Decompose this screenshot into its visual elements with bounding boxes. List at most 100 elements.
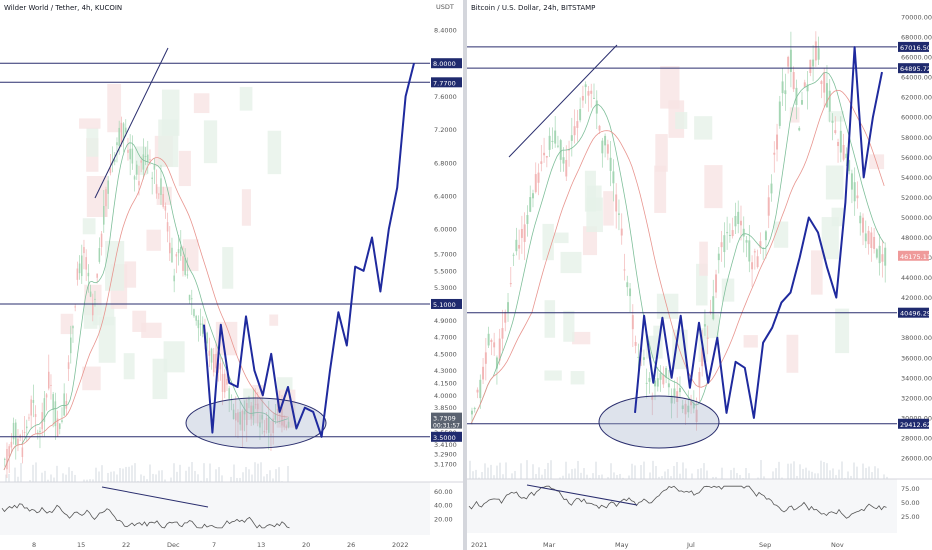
rsi-tick-label: 25.00	[901, 513, 920, 521]
x-axis-tick-label: May	[615, 541, 629, 549]
panel-divider[interactable]	[463, 0, 467, 550]
candle-body	[634, 341, 637, 346]
rsi-trend-line	[526, 484, 638, 506]
candle-body	[219, 363, 222, 370]
volume-bar	[50, 474, 52, 488]
candle-body	[709, 311, 712, 313]
candle-body	[45, 394, 48, 398]
candle-body	[171, 247, 173, 263]
candle-body	[147, 154, 149, 162]
candle-body	[565, 159, 568, 177]
left-chart-svg[interactable]: USDT 8.4000 7.6000 7.2000 6.8000 6.4000 6.0000…	[0, 0, 463, 550]
cloud-block	[79, 118, 101, 129]
candle-body	[94, 298, 96, 300]
candle-body	[43, 398, 46, 422]
candle-body	[825, 83, 828, 108]
candle-body	[67, 362, 70, 369]
y-axis-tick-label: 36000.00	[901, 354, 932, 362]
volume-bar	[790, 463, 792, 486]
candle-body	[186, 274, 189, 276]
candle-body	[717, 253, 720, 261]
price-label-box	[898, 307, 929, 318]
candle-body	[728, 234, 731, 236]
right-chart-panel[interactable]: 70000.00 68000.00 66000.00 64000.00 62000.00…	[467, 0, 932, 550]
x-axis-tick-label: Sep	[759, 541, 771, 549]
right-chart-svg[interactable]: 70000.00 68000.00 66000.00 64000.00 62000.00…	[467, 0, 932, 550]
y-axis-tick-label: 4.9000	[434, 317, 457, 325]
candle-body	[712, 296, 715, 320]
y-axis-tick-label: 64000.00	[901, 74, 932, 82]
volume-bar	[128, 466, 130, 488]
candle-body	[160, 178, 162, 195]
volume-bar	[74, 474, 76, 488]
candle-body	[579, 109, 582, 121]
candle-body	[504, 311, 507, 323]
candle-body	[590, 90, 593, 94]
candle-body	[842, 145, 845, 160]
candle-body	[734, 215, 737, 227]
candle-body	[89, 291, 92, 297]
candle-body	[166, 222, 169, 232]
price-label: 5.1000	[433, 301, 456, 309]
candle-body	[850, 173, 853, 190]
candle-body	[72, 325, 74, 329]
cloud-block	[105, 240, 125, 291]
candle-body	[195, 315, 197, 321]
candle-body	[501, 328, 504, 339]
candle-body	[828, 90, 831, 112]
candle-body	[158, 193, 160, 195]
candle-body	[615, 194, 618, 212]
candle-body	[136, 164, 138, 175]
candle-body	[78, 263, 81, 274]
volume-bar	[275, 469, 277, 488]
y-axis-tick-label: 66000.00	[901, 54, 932, 62]
candle-body	[193, 309, 195, 317]
volume-bar	[802, 468, 804, 486]
y-axis-tick-label: 4.0000	[434, 392, 457, 400]
candle-body	[809, 59, 812, 74]
volume-bar	[134, 463, 136, 488]
volume-bar	[266, 474, 268, 488]
volume-bar	[101, 465, 103, 488]
volume-bar	[610, 463, 612, 486]
volume-bar	[20, 462, 22, 488]
candle-body	[554, 130, 557, 144]
candle-body	[241, 410, 244, 431]
volume-bar	[778, 461, 780, 486]
candle-body	[798, 127, 801, 131]
candle-body	[604, 135, 607, 146]
y-axis-tick-label: 6.4000	[434, 193, 457, 201]
current-price-box	[898, 250, 929, 261]
candle-body	[742, 228, 745, 237]
candle-body	[83, 247, 85, 254]
candle-body	[814, 41, 817, 61]
volume-bar	[685, 468, 687, 486]
price-axis-bg	[430, 0, 463, 550]
volume-bar	[107, 472, 109, 488]
candle-body	[15, 422, 17, 445]
candle-body	[623, 269, 626, 271]
y-axis-tick-label: 7.6000	[434, 93, 457, 101]
candle-body	[177, 249, 180, 254]
candle-body	[285, 426, 288, 429]
candle-body	[109, 167, 112, 174]
cloud-block	[152, 358, 168, 400]
candle-body	[100, 233, 103, 248]
candle-body	[620, 228, 623, 236]
candle-body	[125, 127, 127, 133]
cloud-block	[655, 134, 668, 172]
candle-body	[116, 142, 118, 146]
candle-body	[692, 403, 695, 409]
y-axis-tick-label: 52000.00	[901, 194, 932, 202]
rsi-tick-label: 20.00	[434, 515, 453, 523]
volume-bar	[248, 469, 250, 488]
candle-body	[133, 176, 136, 180]
volume-bar	[655, 465, 657, 486]
cloud-block	[786, 334, 799, 373]
cloud-block	[721, 278, 735, 302]
volume-bar	[868, 466, 870, 486]
candle-body	[629, 288, 632, 297]
left-chart-panel[interactable]: USDT 8.4000 7.6000 7.2000 6.8000 6.4000 6.0000…	[0, 0, 463, 550]
candle-body	[856, 195, 859, 199]
cloud-block	[694, 116, 713, 140]
